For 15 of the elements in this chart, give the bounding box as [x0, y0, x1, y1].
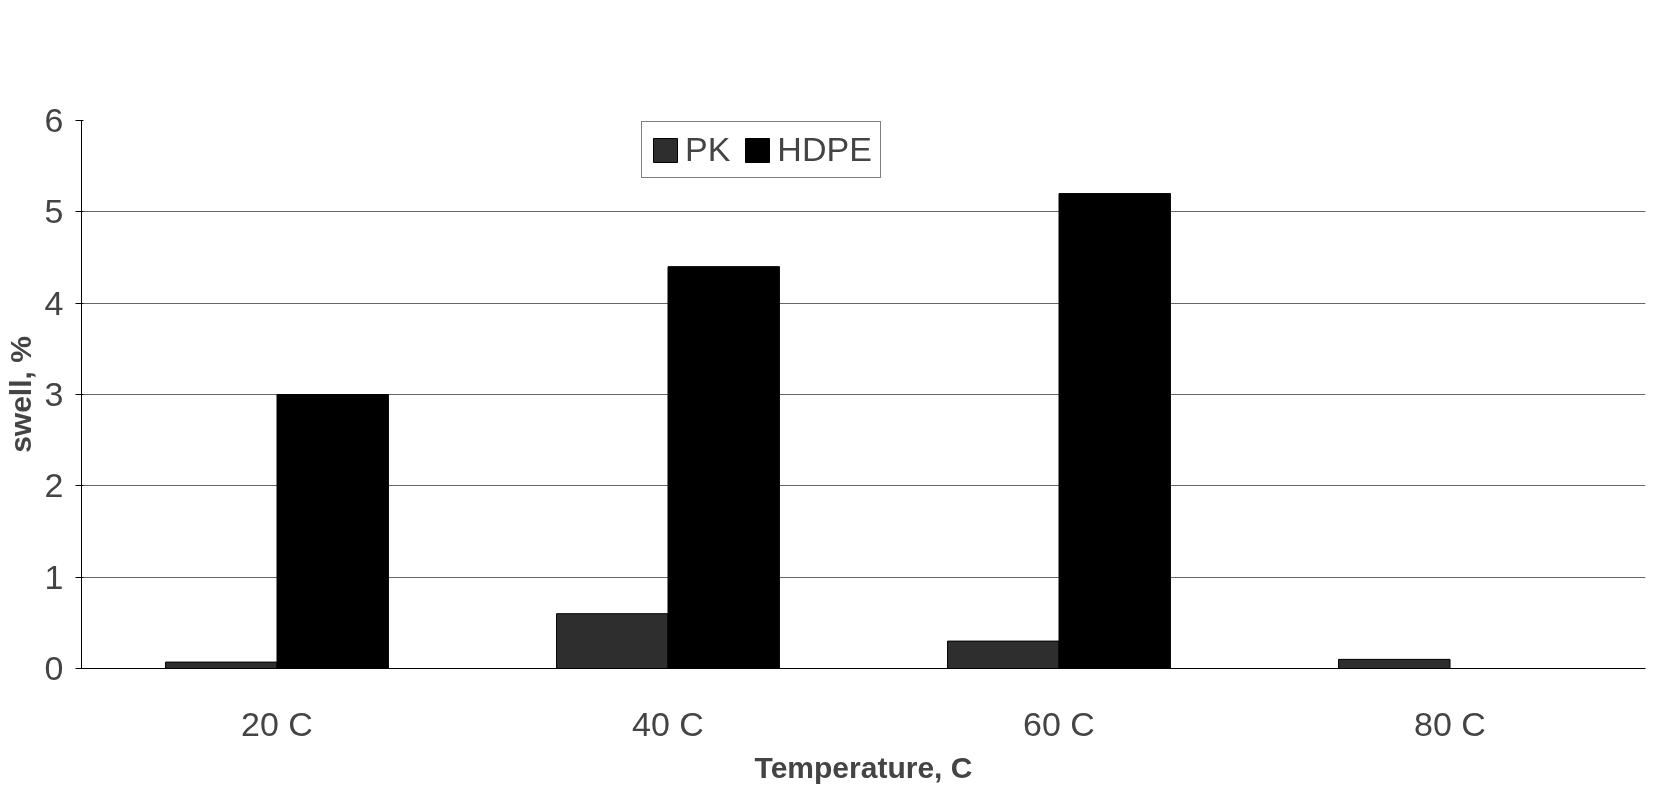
y-tick-label: 2: [44, 466, 64, 505]
y-tick-label: 0: [44, 649, 64, 687]
x-tick-label: 20 C: [241, 704, 313, 743]
y-axis-title: swell, %: [3, 336, 37, 453]
y-tick-label: 4: [44, 283, 64, 322]
y-tick-label: 5: [44, 192, 64, 231]
y-tick-label: 6: [44, 101, 64, 139]
x-axis-title: Temperature, C: [754, 750, 973, 784]
x-tick-label: 40 C: [632, 704, 704, 743]
x-tick-label: 60 C: [1023, 704, 1095, 743]
y-tick-label: 3: [44, 375, 64, 413]
legend-label: PK: [685, 130, 731, 169]
x-tick-label: 80 C: [1414, 704, 1486, 743]
y-tick-label: 1: [44, 557, 64, 596]
legend-label: HDPE: [777, 130, 872, 169]
